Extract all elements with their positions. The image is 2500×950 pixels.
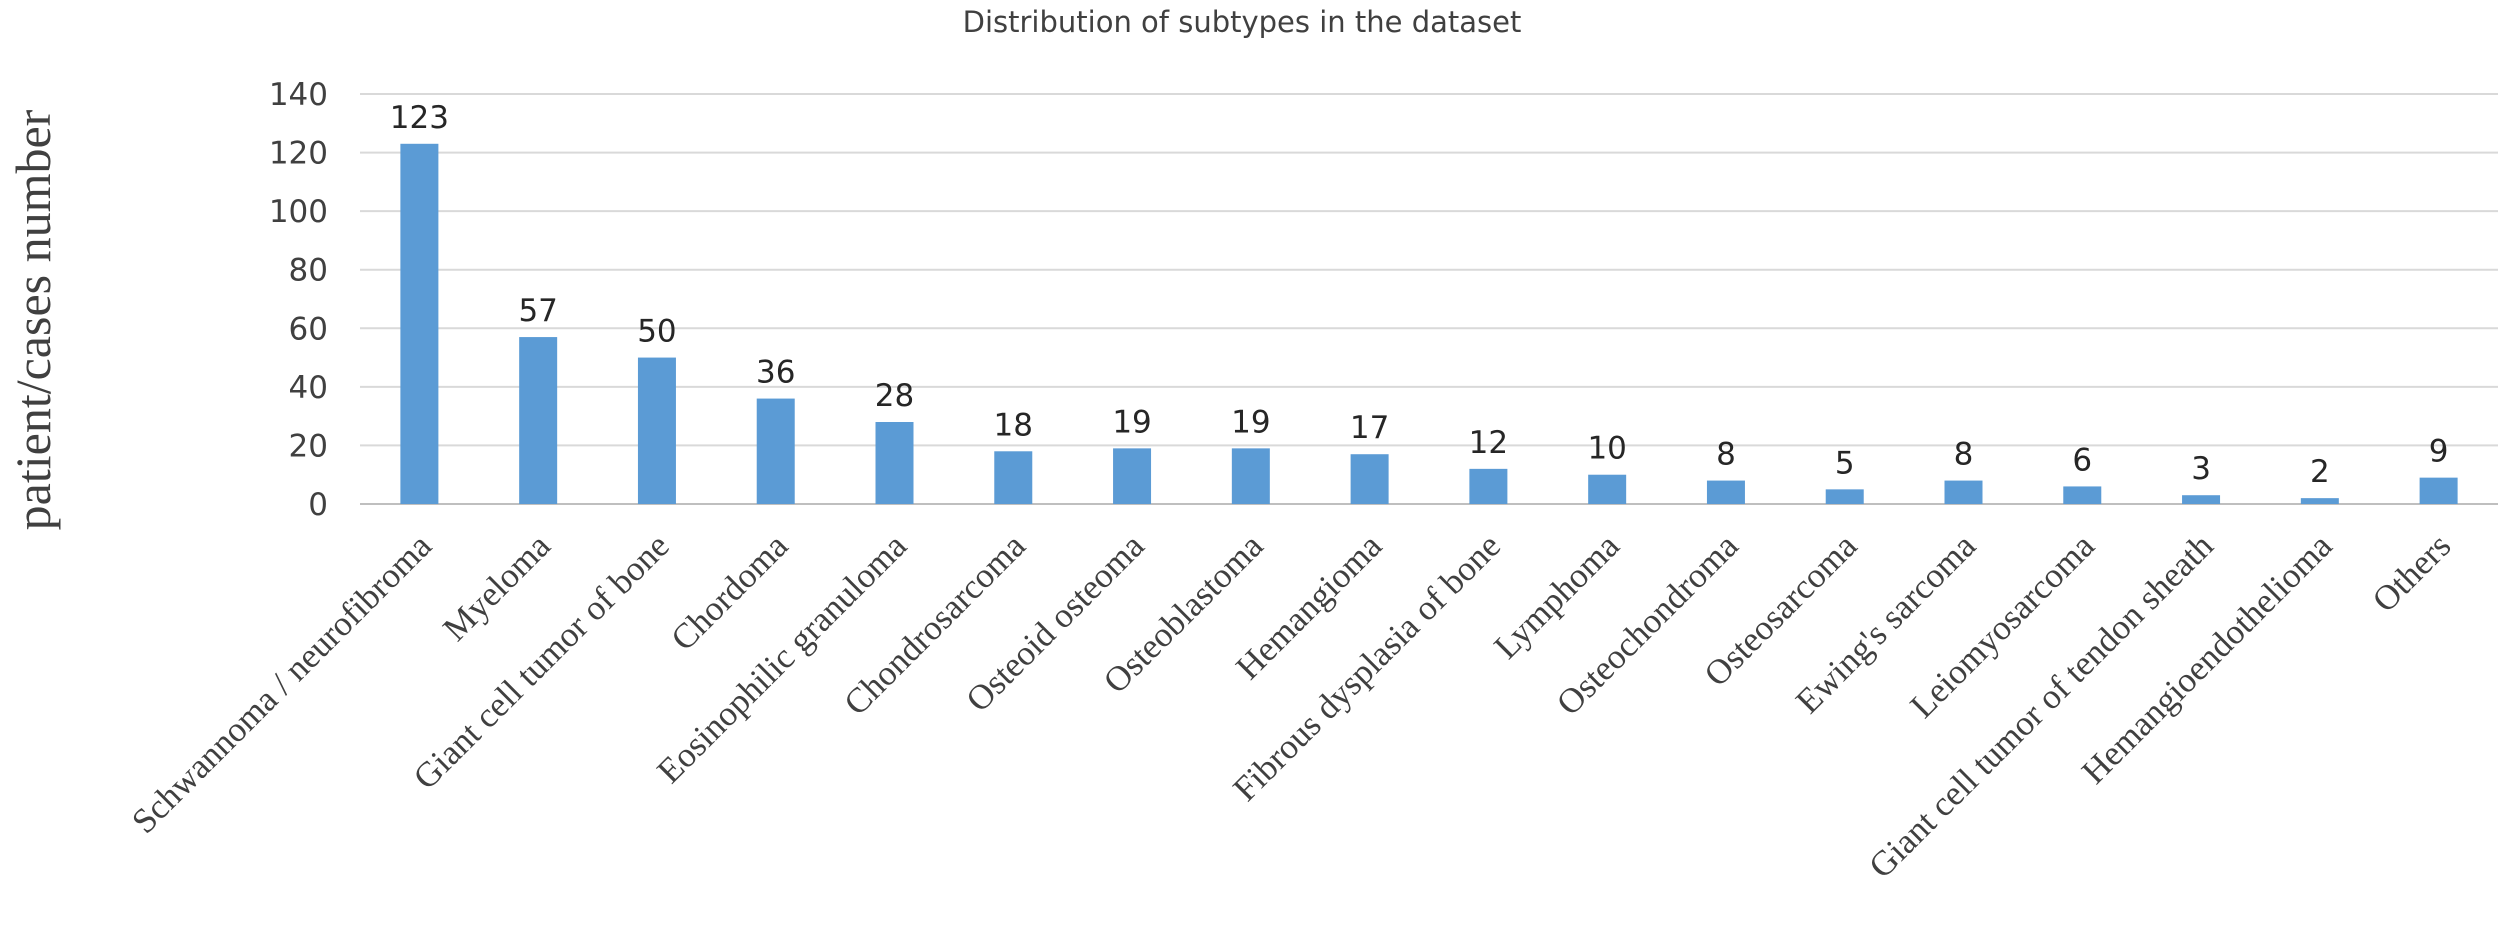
y-axis-label: patient/cases number bbox=[5, 109, 61, 530]
bar bbox=[2300, 498, 2339, 504]
y-tick-label: 80 bbox=[289, 253, 328, 289]
data-labels: 123 57 50 36 28 18 19 19 17 12 10 8 5 8 6 3 2 9 bbox=[390, 100, 2449, 490]
data-label: 8 bbox=[1954, 437, 1974, 473]
bars bbox=[400, 143, 2458, 505]
x-tick-label: Schwannoma / neurofibroma bbox=[124, 526, 439, 841]
bar bbox=[2182, 495, 2221, 504]
bar bbox=[1113, 448, 1152, 504]
y-tick-label: 120 bbox=[269, 136, 328, 172]
data-label: 57 bbox=[518, 293, 557, 329]
y-tick-label: 100 bbox=[269, 194, 328, 230]
bar bbox=[2419, 477, 2458, 504]
bar bbox=[2063, 486, 2102, 504]
y-tick-label: 0 bbox=[308, 487, 328, 523]
bar bbox=[1825, 489, 1864, 504]
chart-title: Distribution of subtypes in the dataset bbox=[963, 5, 1522, 39]
data-label: 3 bbox=[2191, 451, 2211, 487]
data-label: 2 bbox=[2310, 454, 2330, 490]
bar bbox=[1350, 454, 1389, 504]
data-label: 18 bbox=[994, 407, 1033, 443]
y-tick-label: 40 bbox=[289, 370, 328, 406]
y-tick-label: 60 bbox=[289, 311, 328, 347]
data-label: 6 bbox=[2072, 442, 2092, 478]
bar bbox=[756, 398, 795, 504]
bar bbox=[1706, 480, 1745, 504]
data-label: 19 bbox=[1231, 404, 1270, 440]
bar bbox=[994, 451, 1033, 504]
y-tick-label: 20 bbox=[289, 428, 328, 464]
bar bbox=[400, 143, 439, 505]
data-label: 9 bbox=[2429, 434, 2449, 470]
y-axis-ticks: 0 20 40 60 80 100 120 140 bbox=[269, 77, 328, 523]
data-label: 12 bbox=[1469, 425, 1508, 461]
data-label: 36 bbox=[756, 355, 795, 391]
x-tick-label: Myeloma bbox=[435, 526, 558, 649]
data-label: 19 bbox=[1112, 404, 1151, 440]
bar bbox=[637, 357, 676, 504]
bar bbox=[519, 337, 558, 504]
data-label: 50 bbox=[637, 314, 676, 350]
data-label: 5 bbox=[1835, 445, 1855, 481]
bar bbox=[875, 422, 914, 504]
gridlines bbox=[360, 93, 2498, 505]
bar bbox=[1469, 468, 1508, 504]
data-label: 123 bbox=[390, 100, 449, 136]
y-tick-label: 140 bbox=[269, 77, 328, 113]
bar bbox=[1944, 480, 1983, 504]
data-label: 28 bbox=[875, 378, 914, 414]
data-label: 8 bbox=[1716, 437, 1736, 473]
x-tick-label: Others bbox=[2365, 526, 2459, 620]
bar bbox=[1588, 474, 1627, 504]
bar bbox=[1231, 448, 1270, 504]
data-label: 10 bbox=[1587, 431, 1626, 467]
data-label: 17 bbox=[1350, 410, 1389, 446]
